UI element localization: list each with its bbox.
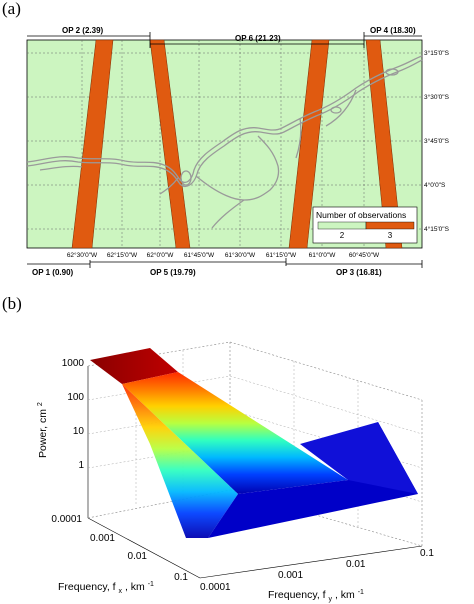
op-label-top: OP 4 (18.30) [370,26,416,35]
surface-floor-back [300,422,418,494]
panel-b-surface-plot: 1000 100 10 1 0.0001 0.001 0.01 0.1 0.00… [37,341,434,604]
x-tick: 0.001 [90,533,115,544]
z-axis-label: Power, cm 2 [37,402,49,458]
legend-item-label: 2 [340,231,345,240]
lon-ticks: 62°30'0"W 62°15'0"W 62°0'0"W 61°45'0"W 6… [67,251,380,259]
top-op-brackets [27,32,422,48]
lon-tick: 61°30'0"W [225,251,256,259]
y-tick: 0.0001 [200,582,231,593]
y-tick: 0.001 [278,570,303,581]
lon-tick: 61°0'0"W [309,251,337,259]
swath-1 [71,39,114,249]
lat-tick: 4°15'0"S [424,225,450,233]
x-axis-label: Frequency, f x , km -1 [58,581,154,596]
swaths [71,39,403,249]
legend-swatch-2 [317,221,367,230]
panel-a-map: 3°15'0"S 3°30'0"S 3°45'0"S 4°0'0"S 4°15'… [26,26,450,277]
z-tick: 10 [73,426,85,437]
op-label-bottom: OP 1 (0.90) [32,268,74,277]
bottom-op-labels: OP 1 (0.90) OP 5 (19.79) OP 3 (16.81) [32,268,382,277]
z-tick: 1 [78,460,84,471]
top-op-labels: OP 2 (2.39) OP 6 (21.23) OP 4 (18.30) [62,26,416,43]
z-tick: 1000 [62,358,85,369]
op-label-bottom: OP 3 (16.81) [336,268,382,277]
y-ticks: 0.0001 0.001 0.01 0.1 [200,548,434,593]
z-ticks: 1000 100 10 1 [62,358,85,471]
lat-ticks: 3°15'0"S 3°30'0"S 3°45'0"S 4°0'0"S 4°15'… [424,49,450,233]
legend-swatch-3 [365,221,415,230]
lat-tick: 3°15'0"S [424,49,450,57]
op-label-top: OP 6 (21.23) [235,34,281,43]
surface-left-wall [122,384,238,538]
y-tick: 0.01 [346,559,366,570]
swath-4 [365,39,403,249]
lon-tick: 62°30'0"W [67,251,98,259]
op-label-bottom: OP 5 (19.79) [150,268,196,277]
op-label-top: OP 2 (2.39) [62,26,104,35]
bottom-op-brackets [27,258,423,268]
river-network [26,55,423,229]
x-tick: 0.0001 [51,514,82,525]
lon-tick: 61°45'0"W [184,251,215,259]
panel-b-label: (b) [2,294,22,313]
y-tick: 0.1 [420,548,434,559]
lon-tick: 60°45'0"W [349,251,380,259]
x-tick: 0.01 [128,551,148,562]
swath-2 [149,39,191,249]
y-axis-label: Frequency, f y , km -1 [268,589,364,604]
panel-a-label: (a) [2,0,21,18]
surface [90,348,418,538]
lat-tick: 3°30'0"S [424,93,450,101]
lat-tick: 4°0'0"S [424,181,446,189]
surface-top-plateau [90,348,178,384]
z-tick: 100 [67,392,84,403]
legend-item-label: 3 [388,231,393,240]
lon-tick: 62°0'0"W [147,251,175,259]
legend: Number of observations 2 3 [312,206,418,244]
x-tick: 0.1 [174,572,188,583]
swath-3 [288,39,330,249]
legend-title: Number of observations [316,210,406,220]
x-ticks: 0.0001 0.001 0.01 0.1 [51,514,188,583]
lat-tick: 3°45'0"S [424,137,450,145]
surface-slope [122,372,348,494]
lon-tick: 61°15'0"W [266,251,297,259]
lon-tick: 62°15'0"W [107,251,138,259]
